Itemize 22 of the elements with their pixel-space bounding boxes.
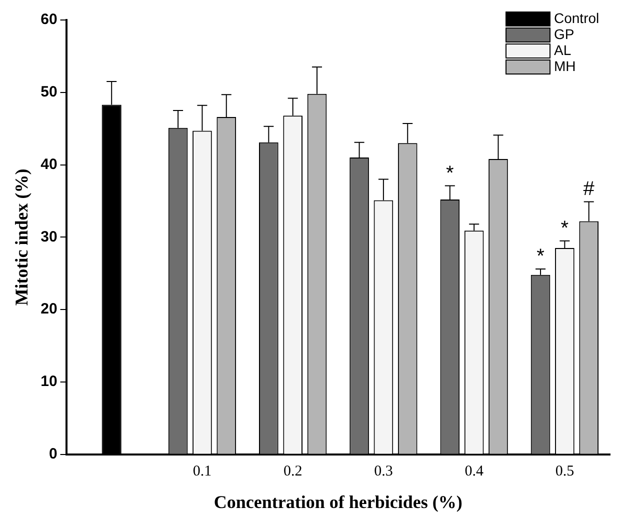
legend-label: MH bbox=[554, 58, 576, 74]
data-label: # bbox=[583, 178, 596, 200]
x-tick-label: 0.2 bbox=[283, 463, 302, 480]
y-tick-label: 50 bbox=[40, 84, 58, 101]
data-label: * bbox=[446, 162, 454, 184]
x-tick-label: 0.5 bbox=[555, 463, 574, 480]
x-tick-label: 0.4 bbox=[464, 463, 484, 480]
legend-label: GP bbox=[554, 26, 574, 42]
y-tick-label: 20 bbox=[40, 300, 58, 318]
y-tick-label: 10 bbox=[40, 373, 58, 390]
x-tick-label: 0.3 bbox=[374, 463, 393, 480]
y-tick-label: 60 bbox=[40, 11, 58, 28]
x-axis-title: Concentration of herbicides (%) bbox=[214, 492, 462, 512]
y-tick-label: 30 bbox=[40, 228, 58, 246]
y-tick-label: 0 bbox=[48, 446, 58, 463]
x-tick-label: 0.1 bbox=[192, 463, 212, 480]
data-label: * bbox=[536, 246, 545, 268]
data-label: * bbox=[560, 217, 569, 240]
legend-label: Control bbox=[554, 10, 600, 26]
y-tick-label: 40 bbox=[40, 156, 58, 173]
legend-label: AL bbox=[554, 42, 572, 58]
y-axis-title: Mitotic index (%) bbox=[11, 168, 32, 306]
